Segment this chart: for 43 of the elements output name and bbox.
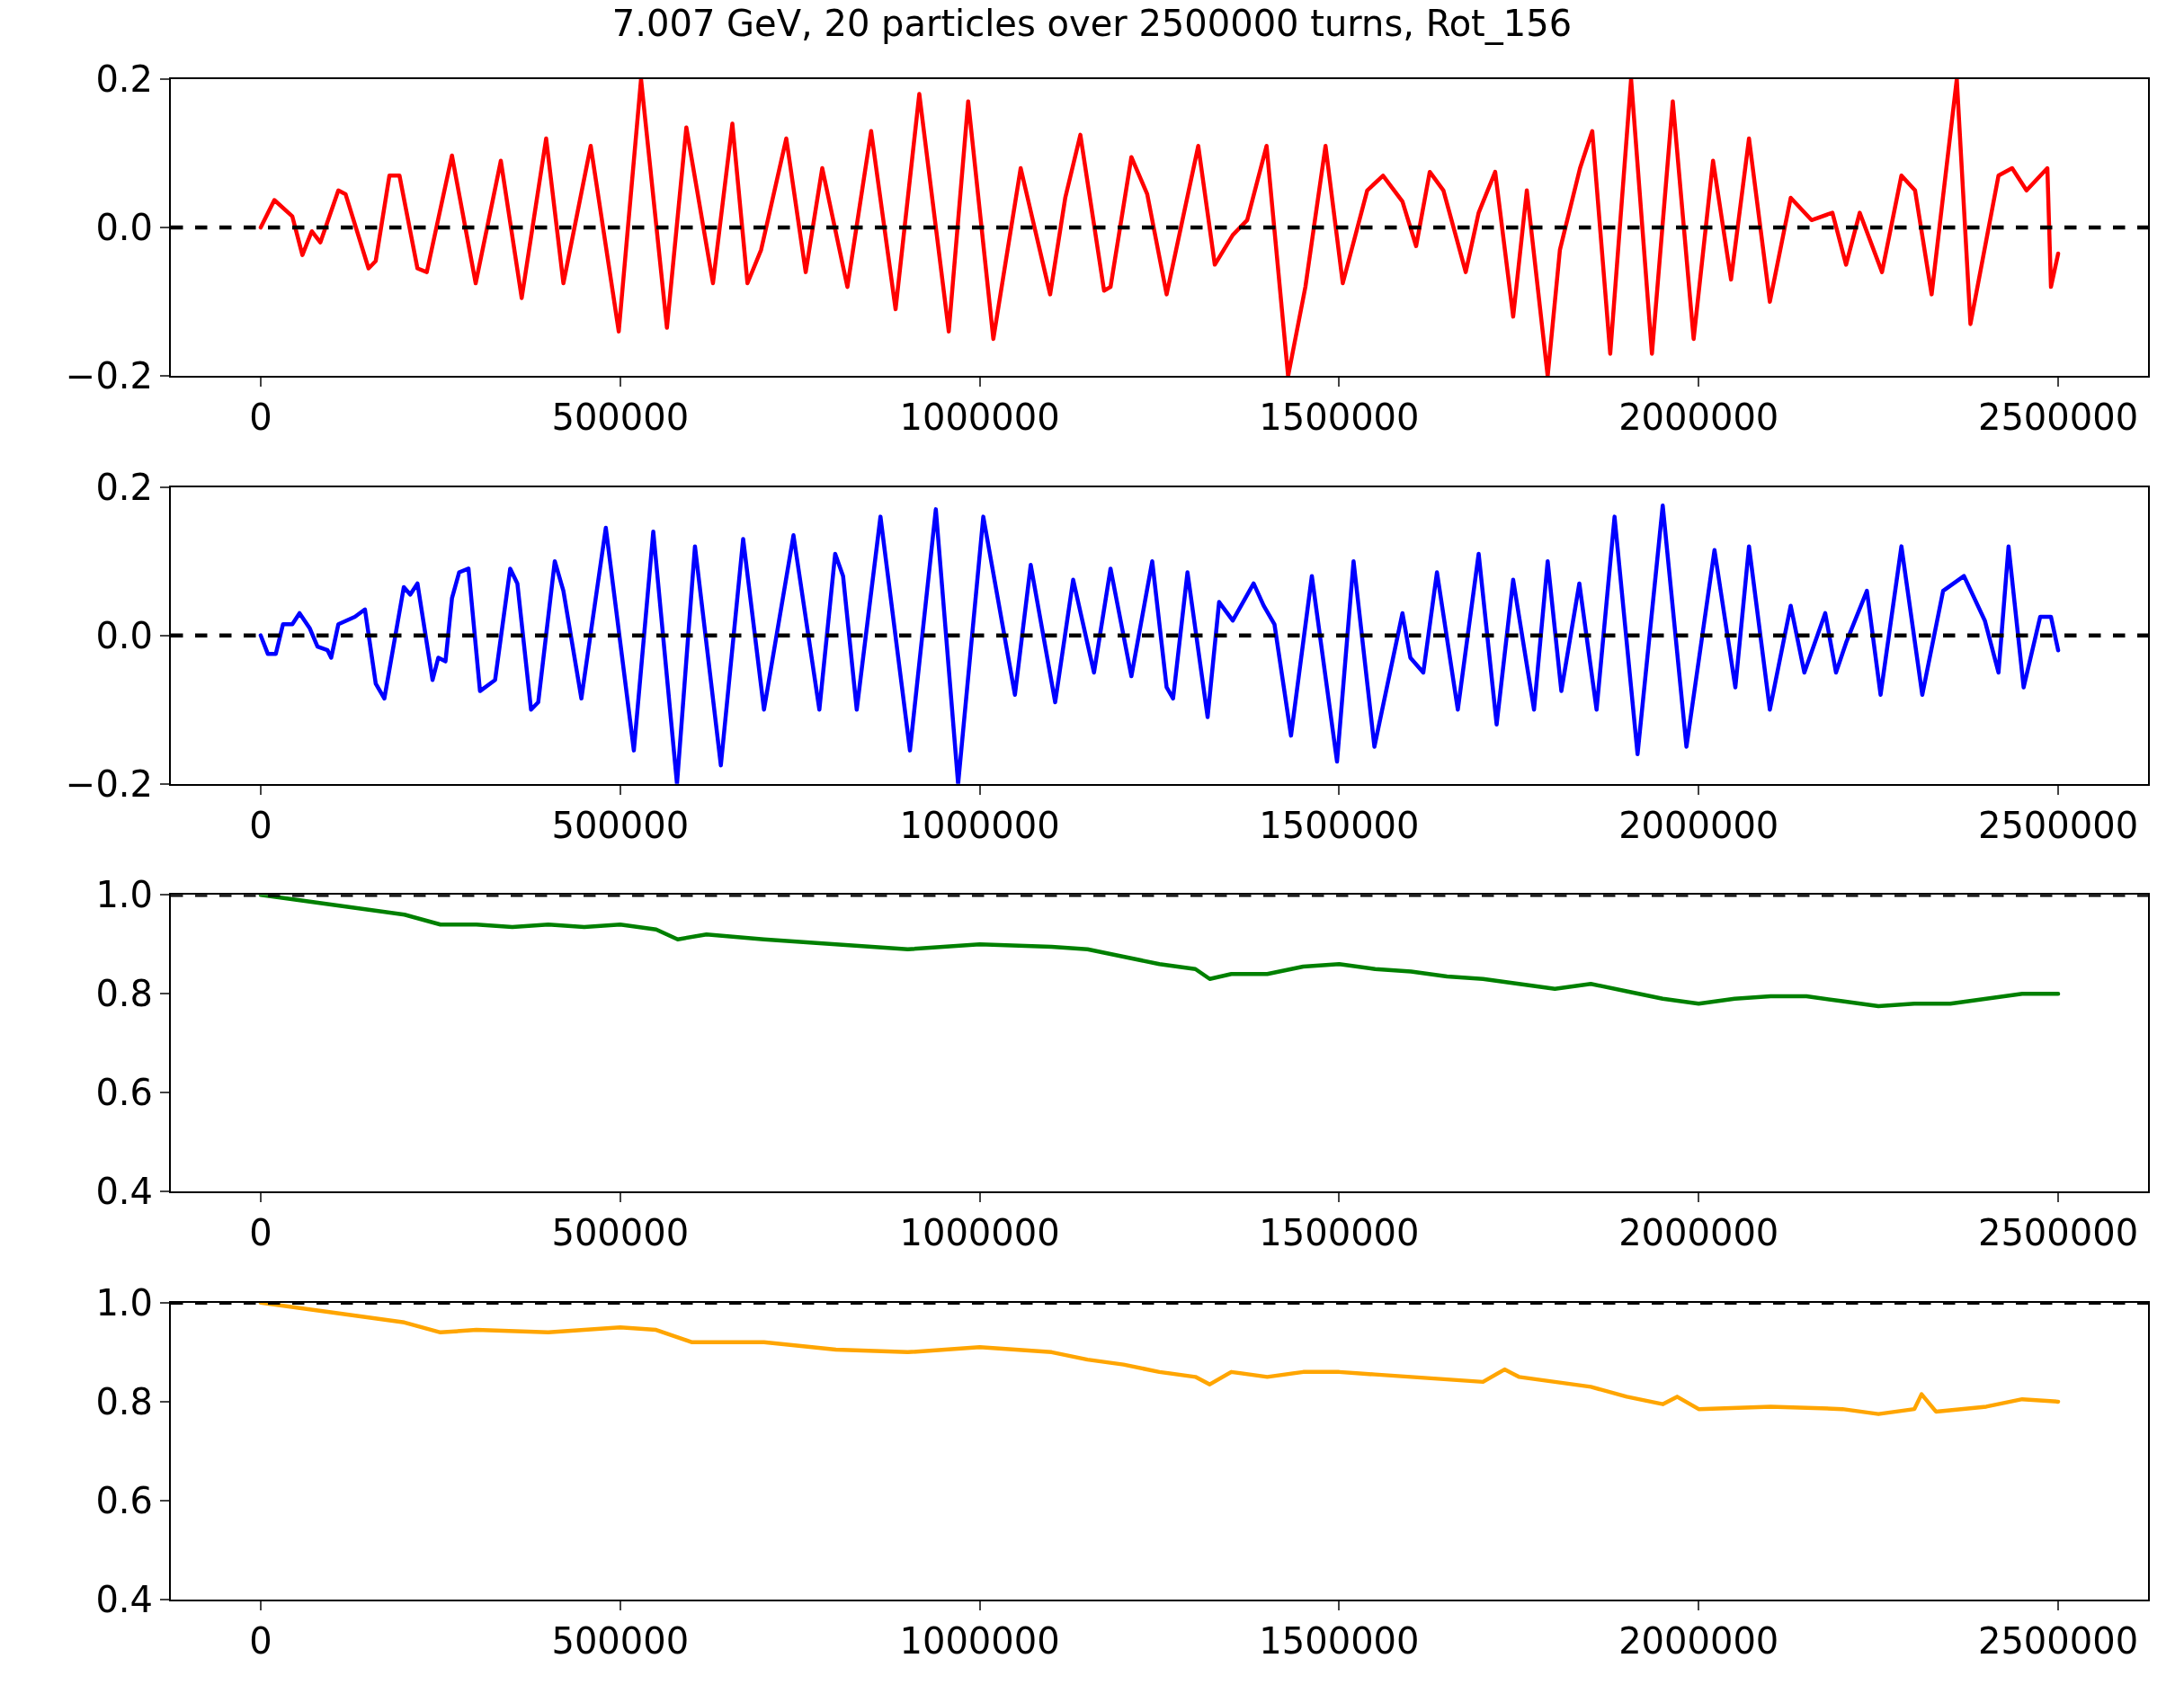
- line-series: [258, 79, 2061, 377]
- x-tick-label: 500000: [551, 804, 690, 846]
- y-tick-label: −0.2: [65, 762, 153, 805]
- x-tick-label: 1000000: [899, 397, 1060, 439]
- y-tick-label: 0.8: [95, 973, 153, 1015]
- x-tick-label: 2000000: [1618, 397, 1779, 439]
- y-tick-label: 0.0: [95, 207, 153, 249]
- y-tick-label: 0.6: [95, 1072, 153, 1114]
- y-tick-label: 0.4: [95, 1171, 153, 1213]
- x-tick-label: 500000: [551, 397, 690, 439]
- y-tick-label: 1.0: [95, 874, 153, 916]
- y-tick-label: 0.8: [95, 1380, 153, 1422]
- y-tick-label: 0.2: [95, 58, 153, 100]
- y-tick-label: 0.6: [95, 1479, 153, 1521]
- line-series: [258, 1302, 2061, 1416]
- y-tick-label: 0.0: [95, 614, 153, 656]
- x-tick-label: 0: [249, 397, 272, 439]
- x-tick-label: 2000000: [1618, 1212, 1779, 1254]
- y-tick-label: 1.0: [95, 1281, 153, 1324]
- x-tick-label: 2500000: [1977, 1620, 2139, 1662]
- x-tick-label: 2000000: [1618, 1620, 1779, 1662]
- y-tick-label: −0.2: [65, 355, 153, 397]
- chart-title: 7.007 GeV, 20 particles over 2500000 turns, Rot_156: [611, 3, 1573, 45]
- x-tick-label: 0: [249, 1212, 272, 1254]
- y-tick-label: 0.4: [95, 1579, 153, 1620]
- y-tick-label: 0.2: [95, 466, 153, 508]
- x-tick-label: 2000000: [1618, 804, 1779, 846]
- line-series: [258, 895, 2061, 1009]
- x-tick-label: 1500000: [1259, 1212, 1420, 1254]
- x-tick-label: 1500000: [1259, 804, 1420, 846]
- x-tick-label: 0: [249, 1620, 272, 1662]
- x-tick-label: 500000: [551, 1620, 690, 1662]
- x-tick-label: 1500000: [1259, 1620, 1420, 1662]
- x-tick-label: 2500000: [1977, 397, 2139, 439]
- x-tick-label: 2500000: [1977, 804, 2139, 846]
- x-tick-label: 1000000: [899, 1620, 1060, 1662]
- line-series: [258, 504, 2061, 784]
- x-tick-label: 2500000: [1977, 1212, 2139, 1254]
- x-tick-label: 1000000: [899, 804, 1060, 846]
- x-tick-label: 1000000: [899, 1212, 1060, 1254]
- x-tick-label: 0: [249, 804, 272, 846]
- x-tick-label: 1500000: [1259, 397, 1420, 439]
- x-tick-label: 500000: [551, 1212, 690, 1254]
